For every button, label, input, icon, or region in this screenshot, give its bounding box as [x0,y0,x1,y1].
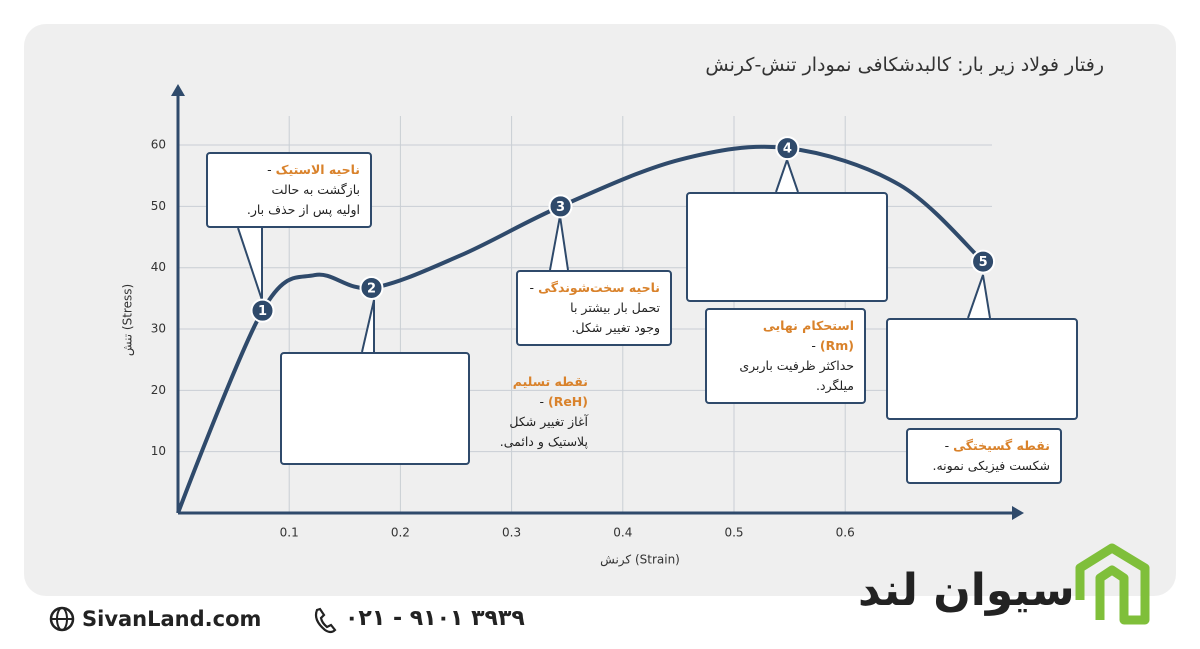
y-tick-label: 20 [151,383,166,397]
rebar-photo [686,192,888,302]
phone: ۰۲۱ - ۹۱۰۱ ۳۹۳۹ [345,606,525,631]
stress-curve [176,144,985,514]
callout-title: استحکام نهایی (Rm) [762,318,854,353]
callout-text: - [267,162,272,177]
callout: ناحیه سخت‌شوندگی- تحمل بار بیشتر با وجود ت… [516,270,672,346]
rebar-photo [886,318,1078,420]
y-tick-label: 60 [151,138,166,152]
chart-title: رفتار فولاد زیر بار: کالبدشکافی نمودار ت… [705,54,1104,76]
callout-text: شکست فیزیکی نمونه. [932,458,1050,473]
point-marker [971,249,996,274]
callout: استحکام نهایی (Rm)- حداکثر ظرفیت باربری می… [705,308,866,404]
point-marker [359,275,384,300]
point-marker [775,136,800,161]
x-tick-label: 0.4 [613,526,632,540]
point-label: 2 [367,281,376,296]
callout-text: - [539,394,544,409]
x-axis-arrow [1012,506,1024,520]
callout-title: نقطه تسلیم (ReH) [512,374,588,409]
point-label: 4 [783,142,792,157]
x-tick-label: 0.2 [391,526,410,540]
callout-text: پلاستیک و دائمی. [499,434,588,449]
callout-title: ناحیه الاستیک [275,162,360,177]
callout-text: وجود تغییر شکل. [571,320,660,335]
point-label: 5 [979,255,988,270]
callout: نقطه تسلیم (ReH)- آغاز تغییر شکل پلاستیک و… [470,366,598,458]
callout-text: - [529,280,535,295]
callout-title: ناحیه سخت‌شوندگی [538,280,660,295]
callout-pointer [361,299,375,353]
callout-pointer [967,274,991,319]
y-axis-arrow [171,84,185,96]
y-axis-label: تنش (Stress) [121,284,136,356]
callout-text: حداکثر ظرفیت باربری [739,358,854,373]
y-tick-label: 40 [151,260,166,274]
callout-text: میلگرد. [816,378,854,393]
x-axis-label: کرنش (Strain) [600,553,680,568]
point-label: 1 [258,304,267,319]
callout-text: تحمل بار بیشتر با [570,300,660,315]
website: SivanLand.com [82,607,262,631]
callout-text: - [944,438,950,453]
x-tick-label: 0.3 [502,526,521,540]
y-tick-label: 10 [151,444,166,458]
callout-text: آغاز تغییر شکل [509,414,588,429]
point-label: 3 [556,200,565,215]
x-tick-label: 0.5 [724,526,743,540]
callout-text: بازگشت به حالت [271,182,360,197]
x-tick-label: 0.1 [280,526,299,540]
point-marker [548,194,573,219]
callout: نقطه گسیختگی- شکست فیزیکی نمونه. [906,428,1062,484]
y-tick-label: 50 [151,199,166,213]
y-tick-label: 30 [151,322,166,336]
rebar-photo [280,352,470,465]
point-marker [250,298,275,323]
brand-logo: سیوان لند [858,565,1075,616]
callout-text: اولیه پس از حذف بار. [246,202,360,217]
callout-text: - [811,338,816,353]
callout-title: نقطه گسیختگی [953,438,1050,453]
x-tick-label: 0.6 [836,526,855,540]
callout: ناحیه الاستیک- بازگشت به حالت اولیه پس از … [206,152,372,228]
